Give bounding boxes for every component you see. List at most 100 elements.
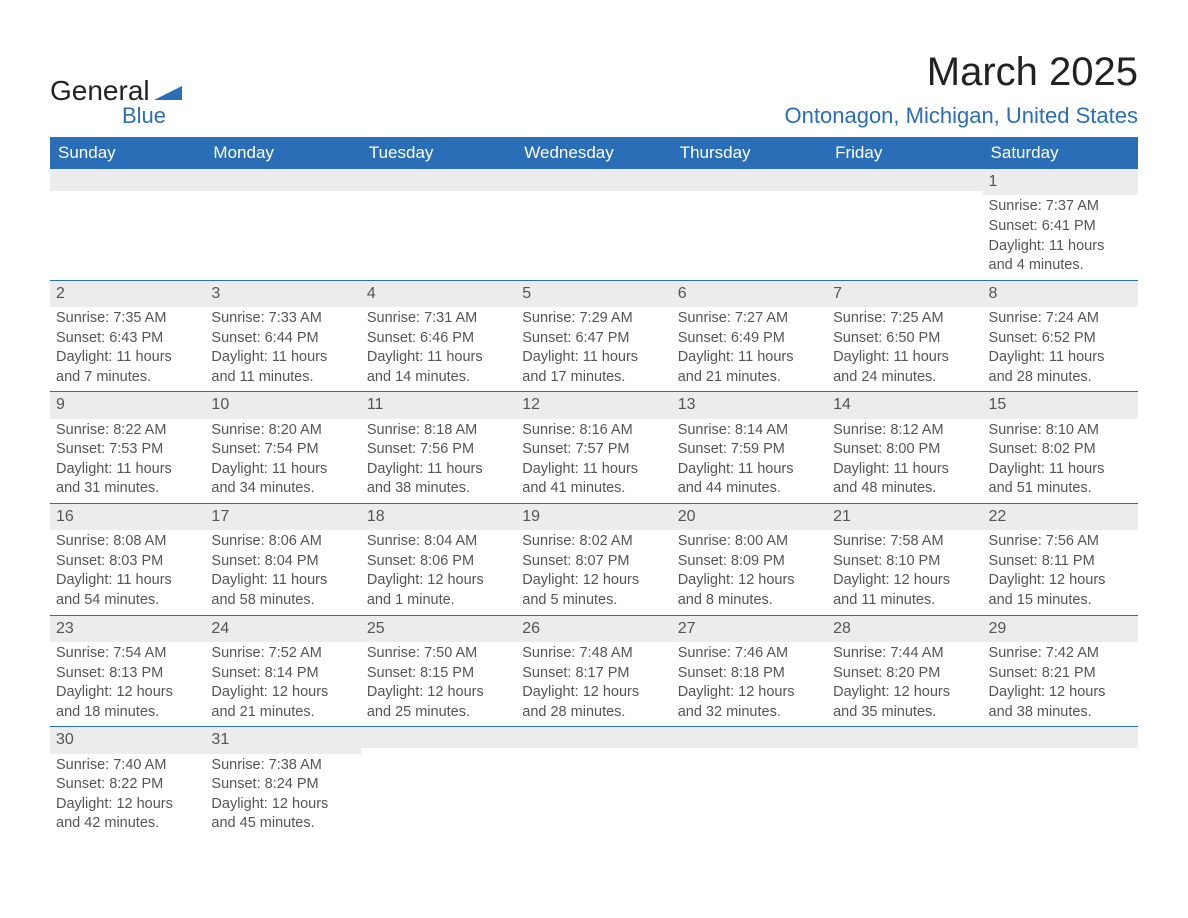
calendar-week: 16Sunrise: 8:08 AMSunset: 8:03 PMDayligh…	[50, 503, 1138, 615]
daylight: Daylight: 12 hours and 28 minutes.	[522, 683, 665, 722]
calendar-cell: 18Sunrise: 8:04 AMSunset: 8:06 PMDayligh…	[361, 503, 516, 615]
calendar-cell: 20Sunrise: 8:00 AMSunset: 8:09 PMDayligh…	[672, 503, 827, 615]
day-number	[827, 726, 982, 748]
day-body: Sunrise: 7:33 AMSunset: 6:44 PMDaylight:…	[205, 307, 360, 391]
calendar-cell: 14Sunrise: 8:12 AMSunset: 8:00 PMDayligh…	[827, 391, 982, 503]
calendar-cell: 1Sunrise: 7:37 AMSunset: 6:41 PMDaylight…	[983, 169, 1138, 280]
day-number	[50, 169, 205, 191]
daylight: Daylight: 11 hours and 58 minutes.	[211, 571, 354, 610]
calendar-cell: 5Sunrise: 7:29 AMSunset: 6:47 PMDaylight…	[516, 280, 671, 392]
daylight: Daylight: 12 hours and 11 minutes.	[833, 571, 976, 610]
day-number: 31	[205, 726, 360, 753]
sunrise: Sunrise: 7:56 AM	[989, 532, 1132, 552]
sunrise: Sunrise: 7:27 AM	[678, 309, 821, 329]
calendar-cell: 21Sunrise: 7:58 AMSunset: 8:10 PMDayligh…	[827, 503, 982, 615]
daylight: Daylight: 11 hours and 11 minutes.	[211, 348, 354, 387]
calendar-cell: 7Sunrise: 7:25 AMSunset: 6:50 PMDaylight…	[827, 280, 982, 392]
calendar-week: 30Sunrise: 7:40 AMSunset: 8:22 PMDayligh…	[50, 726, 1138, 838]
day-number: 7	[827, 280, 982, 307]
day-body: Sunrise: 8:06 AMSunset: 8:04 PMDaylight:…	[205, 530, 360, 614]
sunrise: Sunrise: 7:29 AM	[522, 309, 665, 329]
day-body: Sunrise: 7:29 AMSunset: 6:47 PMDaylight:…	[516, 307, 671, 391]
day-body: Sunrise: 8:00 AMSunset: 8:09 PMDaylight:…	[672, 530, 827, 614]
day-number	[983, 726, 1138, 748]
calendar-cell	[361, 726, 516, 838]
title-block: March 2025 Ontonagon, Michigan, United S…	[785, 50, 1138, 129]
calendar-cell: 16Sunrise: 8:08 AMSunset: 8:03 PMDayligh…	[50, 503, 205, 615]
daylight: Daylight: 11 hours and 34 minutes.	[211, 460, 354, 499]
daylight: Daylight: 12 hours and 45 minutes.	[211, 795, 354, 834]
day-body: Sunrise: 8:14 AMSunset: 7:59 PMDaylight:…	[672, 419, 827, 503]
daylight: Daylight: 11 hours and 44 minutes.	[678, 460, 821, 499]
weekday-header: Sunday	[50, 137, 205, 169]
daylight: Daylight: 11 hours and 38 minutes.	[367, 460, 510, 499]
daylight: Daylight: 11 hours and 31 minutes.	[56, 460, 199, 499]
day-number: 2	[50, 280, 205, 307]
sunrise: Sunrise: 7:42 AM	[989, 644, 1132, 664]
sunrise: Sunrise: 7:46 AM	[678, 644, 821, 664]
weekday-header: Tuesday	[361, 137, 516, 169]
calendar-cell	[516, 726, 671, 838]
day-number: 28	[827, 615, 982, 642]
sunset: Sunset: 8:20 PM	[833, 664, 976, 684]
day-number	[361, 726, 516, 748]
day-number: 6	[672, 280, 827, 307]
sunrise: Sunrise: 7:33 AM	[211, 309, 354, 329]
sunset: Sunset: 8:06 PM	[367, 552, 510, 572]
calendar-cell	[50, 169, 205, 280]
day-body: Sunrise: 7:25 AMSunset: 6:50 PMDaylight:…	[827, 307, 982, 391]
day-number: 30	[50, 726, 205, 753]
day-number: 16	[50, 503, 205, 530]
day-number	[516, 726, 671, 748]
day-body: Sunrise: 7:42 AMSunset: 8:21 PMDaylight:…	[983, 642, 1138, 726]
sunrise: Sunrise: 8:00 AM	[678, 532, 821, 552]
calendar-cell: 8Sunrise: 7:24 AMSunset: 6:52 PMDaylight…	[983, 280, 1138, 392]
day-body: Sunrise: 8:18 AMSunset: 7:56 PMDaylight:…	[361, 419, 516, 503]
calendar-cell: 26Sunrise: 7:48 AMSunset: 8:17 PMDayligh…	[516, 615, 671, 727]
sunset: Sunset: 8:02 PM	[989, 440, 1132, 460]
day-number: 20	[672, 503, 827, 530]
calendar-week: 1Sunrise: 7:37 AMSunset: 6:41 PMDaylight…	[50, 169, 1138, 280]
sunrise: Sunrise: 7:44 AM	[833, 644, 976, 664]
day-body: Sunrise: 7:44 AMSunset: 8:20 PMDaylight:…	[827, 642, 982, 726]
logo: General Blue	[50, 75, 182, 129]
calendar-cell: 10Sunrise: 8:20 AMSunset: 7:54 PMDayligh…	[205, 391, 360, 503]
day-body: Sunrise: 7:40 AMSunset: 8:22 PMDaylight:…	[50, 754, 205, 838]
sunset: Sunset: 8:00 PM	[833, 440, 976, 460]
sunset: Sunset: 6:44 PM	[211, 329, 354, 349]
sunset: Sunset: 6:46 PM	[367, 329, 510, 349]
sunset: Sunset: 7:57 PM	[522, 440, 665, 460]
day-body: Sunrise: 7:56 AMSunset: 8:11 PMDaylight:…	[983, 530, 1138, 614]
day-body: Sunrise: 8:22 AMSunset: 7:53 PMDaylight:…	[50, 419, 205, 503]
day-body: Sunrise: 7:52 AMSunset: 8:14 PMDaylight:…	[205, 642, 360, 726]
sunrise: Sunrise: 8:08 AM	[56, 532, 199, 552]
sunset: Sunset: 7:53 PM	[56, 440, 199, 460]
daylight: Daylight: 12 hours and 32 minutes.	[678, 683, 821, 722]
sunset: Sunset: 8:22 PM	[56, 775, 199, 795]
day-number	[205, 169, 360, 191]
daylight: Daylight: 11 hours and 14 minutes.	[367, 348, 510, 387]
sunrise: Sunrise: 7:50 AM	[367, 644, 510, 664]
calendar-cell: 3Sunrise: 7:33 AMSunset: 6:44 PMDaylight…	[205, 280, 360, 392]
day-number: 13	[672, 391, 827, 418]
sunrise: Sunrise: 7:40 AM	[56, 756, 199, 776]
daylight: Daylight: 11 hours and 21 minutes.	[678, 348, 821, 387]
sunset: Sunset: 8:07 PM	[522, 552, 665, 572]
sunrise: Sunrise: 7:54 AM	[56, 644, 199, 664]
sunrise: Sunrise: 8:22 AM	[56, 421, 199, 441]
sunrise: Sunrise: 7:35 AM	[56, 309, 199, 329]
sunrise: Sunrise: 7:37 AM	[989, 197, 1132, 217]
daylight: Daylight: 11 hours and 17 minutes.	[522, 348, 665, 387]
day-number: 21	[827, 503, 982, 530]
daylight: Daylight: 11 hours and 41 minutes.	[522, 460, 665, 499]
calendar-cell	[516, 169, 671, 280]
day-body: Sunrise: 8:02 AMSunset: 8:07 PMDaylight:…	[516, 530, 671, 614]
sunrise: Sunrise: 8:10 AM	[989, 421, 1132, 441]
day-body: Sunrise: 7:27 AMSunset: 6:49 PMDaylight:…	[672, 307, 827, 391]
sunrise: Sunrise: 8:16 AM	[522, 421, 665, 441]
calendar-cell: 23Sunrise: 7:54 AMSunset: 8:13 PMDayligh…	[50, 615, 205, 727]
sunset: Sunset: 8:09 PM	[678, 552, 821, 572]
sunrise: Sunrise: 7:58 AM	[833, 532, 976, 552]
calendar-cell: 28Sunrise: 7:44 AMSunset: 8:20 PMDayligh…	[827, 615, 982, 727]
sunset: Sunset: 8:21 PM	[989, 664, 1132, 684]
